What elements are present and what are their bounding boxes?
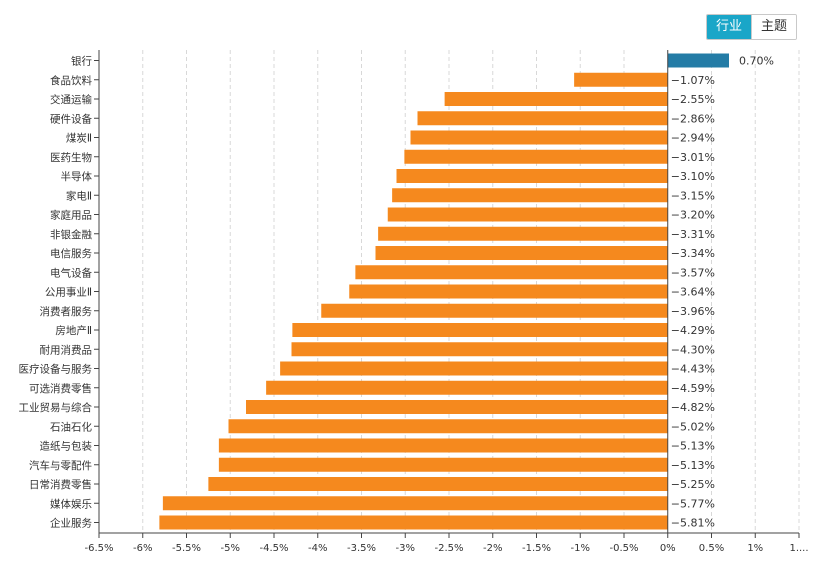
value-label: −4.59% bbox=[671, 382, 715, 395]
bar bbox=[208, 477, 668, 491]
x-tick-label: -2% bbox=[483, 543, 502, 554]
category-label: 硬件设备 bbox=[50, 112, 92, 125]
x-tick-label: -6% bbox=[133, 543, 152, 554]
tab-industry[interactable]: 行业 bbox=[707, 15, 751, 39]
value-label: −3.31% bbox=[671, 228, 715, 241]
value-label: −4.30% bbox=[671, 343, 715, 356]
bar bbox=[387, 207, 668, 222]
category-label: 工业贸易与综合 bbox=[19, 401, 93, 414]
bar bbox=[404, 149, 668, 164]
x-tick-label: -4% bbox=[308, 543, 327, 554]
category-label: 房地产Ⅱ bbox=[55, 324, 92, 337]
category-label: 家庭用品 bbox=[50, 209, 92, 222]
category-label: 银行 bbox=[71, 55, 92, 68]
category-label: 医药生物 bbox=[50, 151, 92, 164]
bar bbox=[667, 53, 729, 68]
x-tick-label: -4.5% bbox=[259, 543, 288, 554]
x-tick-label: -1% bbox=[571, 543, 590, 554]
x-tick-label: 0.5% bbox=[699, 543, 724, 554]
category-label: 非银金融 bbox=[50, 228, 92, 241]
bar bbox=[392, 188, 668, 203]
category-label: 医疗设备与服务 bbox=[19, 363, 93, 376]
category-label: 媒体娱乐 bbox=[50, 497, 92, 510]
bar bbox=[218, 457, 668, 472]
value-label: −5.81% bbox=[671, 517, 715, 530]
value-label: −5.13% bbox=[671, 440, 715, 453]
bar bbox=[321, 303, 668, 318]
value-label: −5.13% bbox=[671, 459, 715, 472]
category-label: 煤炭Ⅱ bbox=[66, 132, 92, 145]
category-label: 交通运输 bbox=[50, 93, 92, 106]
category-label: 耐用消费品 bbox=[40, 343, 93, 356]
value-label: −2.86% bbox=[671, 112, 715, 125]
value-label: −2.94% bbox=[671, 132, 715, 145]
category-label: 电信服务 bbox=[50, 247, 92, 260]
x-tick-label: -3% bbox=[396, 543, 415, 554]
category-label: 日常消费零售 bbox=[29, 478, 92, 491]
bar bbox=[228, 419, 668, 434]
x-tick-label: -2.5% bbox=[434, 543, 463, 554]
value-label: −3.34% bbox=[671, 247, 715, 260]
category-label: 汽车与零配件 bbox=[29, 459, 92, 472]
bar bbox=[375, 246, 668, 260]
category-label: 公用事业Ⅱ bbox=[45, 286, 92, 299]
bar bbox=[266, 380, 668, 395]
x-tick-label: -6.5% bbox=[84, 543, 113, 554]
value-label: −4.82% bbox=[671, 401, 715, 414]
bar bbox=[396, 169, 668, 183]
value-label: 0.70% bbox=[739, 55, 774, 68]
bar bbox=[280, 361, 668, 376]
value-label: −3.96% bbox=[671, 305, 715, 318]
x-tick-label: -5% bbox=[221, 543, 240, 554]
bar bbox=[378, 226, 668, 241]
bar bbox=[355, 265, 668, 280]
tab-theme[interactable]: 主题 bbox=[751, 15, 796, 39]
value-label: −1.07% bbox=[671, 74, 715, 87]
axes: -6.5% -6% -5.5% -5% -4.5% -4% -3.5% -3% -2.5% -2%… bbox=[84, 50, 809, 554]
bars bbox=[159, 53, 729, 530]
bar bbox=[292, 323, 668, 337]
value-label: −3.10% bbox=[671, 170, 715, 183]
category-label: 半导体 bbox=[61, 170, 93, 183]
category-label: 可选消费零售 bbox=[29, 382, 92, 395]
bar bbox=[246, 400, 668, 414]
category-label: 企业服务 bbox=[50, 517, 92, 530]
category-label: 石油石化 bbox=[50, 420, 92, 433]
value-label: −3.64% bbox=[671, 286, 715, 299]
x-tick-label: 0% bbox=[660, 543, 676, 554]
category-label: 食品饮料 bbox=[50, 74, 92, 87]
x-tick-label: -3.5% bbox=[347, 543, 376, 554]
value-label: −3.57% bbox=[671, 266, 715, 279]
bar bbox=[218, 438, 668, 453]
value-label: −2.55% bbox=[671, 93, 715, 106]
value-label: −4.43% bbox=[671, 363, 715, 376]
value-label: −5.25% bbox=[671, 478, 715, 491]
bar bbox=[349, 284, 668, 299]
tab-group: 行业 主题 bbox=[706, 14, 797, 40]
value-label: −5.02% bbox=[671, 420, 715, 433]
value-label: −3.20% bbox=[671, 209, 715, 222]
bar bbox=[162, 496, 668, 511]
x-tick-label: -0.5% bbox=[609, 543, 638, 554]
x-tick-label: 1% bbox=[747, 543, 763, 554]
bar bbox=[444, 92, 668, 106]
value-label: −4.29% bbox=[671, 324, 715, 337]
bar bbox=[159, 515, 668, 530]
category-label: 消费者服务 bbox=[40, 305, 93, 318]
category-label: 家电Ⅱ bbox=[66, 189, 92, 202]
value-label: −5.77% bbox=[671, 497, 715, 510]
bar bbox=[410, 130, 668, 145]
value-label: −3.01% bbox=[671, 151, 715, 164]
x-tick-label: -1.5% bbox=[522, 543, 551, 554]
bar bbox=[291, 342, 668, 357]
value-label: −3.15% bbox=[671, 189, 715, 202]
x-tick-label: 1.... bbox=[789, 543, 808, 554]
x-tick-label: -5.5% bbox=[172, 543, 201, 554]
bar bbox=[574, 72, 668, 87]
bar bbox=[417, 111, 668, 126]
category-label: 电气设备 bbox=[50, 266, 92, 279]
labels: 银行 0.70% 食品饮料 −1.07% 交通运输 −2.55% 硬件设备 −2.86% 煤炭Ⅱ… bbox=[19, 55, 774, 530]
category-label: 造纸与包装 bbox=[40, 440, 93, 453]
